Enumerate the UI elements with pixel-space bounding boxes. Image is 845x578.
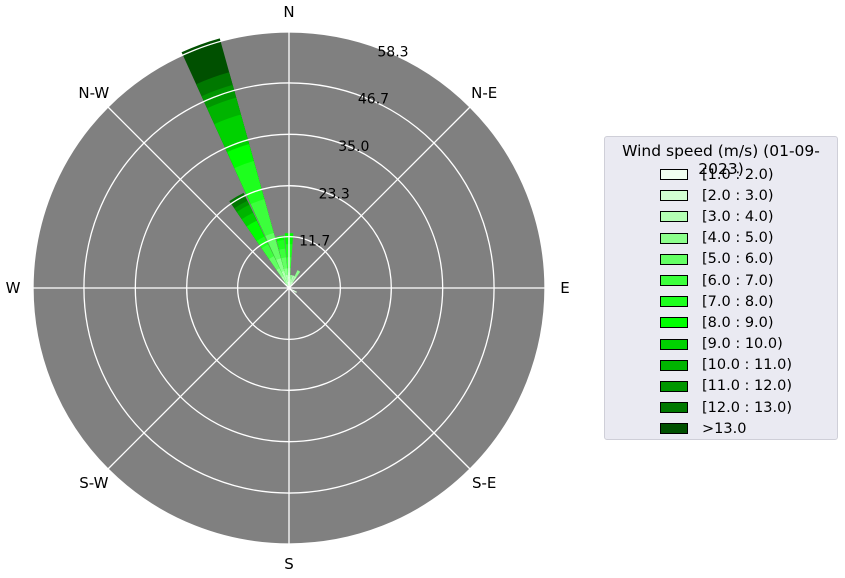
- legend-item: [6.0 : 7.0): [660, 270, 837, 291]
- legend-item: [1.0 : 2.0): [660, 164, 837, 185]
- legend-swatch: [660, 169, 688, 181]
- sector-group: [181, 38, 301, 293]
- legend-item: [11.0 : 12.0): [660, 376, 837, 397]
- legend-label: [10.0 : 11.0): [702, 357, 792, 374]
- legend-label: [3.0 : 4.0): [702, 208, 774, 225]
- grid-spoke-1: [288, 106, 471, 289]
- legend-swatch: [660, 423, 688, 435]
- legend-label: [4.0 : 5.0): [702, 230, 774, 247]
- ring-label-0: 11.7: [299, 234, 330, 250]
- legend-item: [4.0 : 5.0): [660, 228, 837, 249]
- legend-swatch: [660, 402, 688, 414]
- legend-item: [2.0 : 3.0): [660, 185, 837, 206]
- ring-label-group: 11.7 23.3 35.0 46.7 58.3: [299, 44, 408, 249]
- ring-label-1: 23.3: [319, 186, 350, 202]
- legend-swatch: [660, 232, 688, 244]
- legend-swatch: [660, 190, 688, 202]
- legend-label: [7.0 : 8.0): [702, 293, 774, 310]
- grid-spoke-3: [288, 287, 471, 470]
- legend-item: [7.0 : 8.0): [660, 291, 837, 312]
- legend-item: [3.0 : 4.0): [660, 206, 837, 227]
- legend-label: [9.0 : 10.0): [702, 336, 783, 353]
- legend-swatch: [660, 275, 688, 287]
- grid-spoke-7: [107, 106, 290, 289]
- legend-item: >13.0: [660, 418, 837, 439]
- ring-label-3: 46.7: [358, 92, 389, 108]
- legend-item: [5.0 : 6.0): [660, 249, 837, 270]
- legend-label: >13.0: [702, 420, 747, 437]
- legend: Wind speed (m/s) (01-09-2023) [1.0 : 2.0…: [604, 136, 838, 440]
- direction-label-n: N: [283, 3, 294, 21]
- legend-swatch: [660, 317, 688, 329]
- direction-label-s-e: S-E: [472, 474, 496, 492]
- ring-label-2: 35.0: [338, 139, 369, 155]
- legend-title: Wind speed (m/s) (01-09-2023): [622, 142, 820, 178]
- legend-label: [5.0 : 6.0): [702, 251, 774, 268]
- legend-swatch: [660, 211, 688, 223]
- legend-swatch: [660, 338, 688, 350]
- legend-label: [6.0 : 7.0): [702, 272, 774, 289]
- direction-label-n-w: N-W: [78, 84, 109, 102]
- legend-list: [1.0 : 2.0) [2.0 : 3.0) [3.0 : 4.0) [4.0 : …: [605, 164, 837, 439]
- ring-label-4: 58.3: [377, 44, 408, 60]
- grid-group: [32, 31, 546, 545]
- legend-label: [11.0 : 12.0): [702, 378, 792, 395]
- direction-label-s: S: [284, 555, 294, 573]
- legend-label: [12.0 : 13.0): [702, 399, 792, 416]
- legend-item: [10.0 : 11.0): [660, 355, 837, 376]
- legend-swatch: [660, 380, 688, 392]
- legend-label: [8.0 : 9.0): [702, 314, 774, 331]
- legend-item: [12.0 : 13.0): [660, 397, 837, 418]
- legend-label: [1.0 : 2.0): [702, 166, 774, 183]
- legend-item: [8.0 : 9.0): [660, 312, 837, 333]
- direction-label-group: N N-E E S-E S S-W W N-W: [6, 3, 570, 573]
- direction-label-w: W: [6, 279, 21, 297]
- legend-label: [2.0 : 3.0): [702, 187, 774, 204]
- grid-spoke-5: [107, 287, 290, 470]
- legend-swatch: [660, 296, 688, 308]
- direction-label-e: E: [560, 279, 569, 297]
- direction-label-s-w: S-W: [79, 474, 108, 492]
- legend-item: [9.0 : 10.0): [660, 334, 837, 355]
- legend-swatch: [660, 359, 688, 371]
- direction-label-n-e: N-E: [471, 84, 497, 102]
- legend-swatch: [660, 253, 688, 265]
